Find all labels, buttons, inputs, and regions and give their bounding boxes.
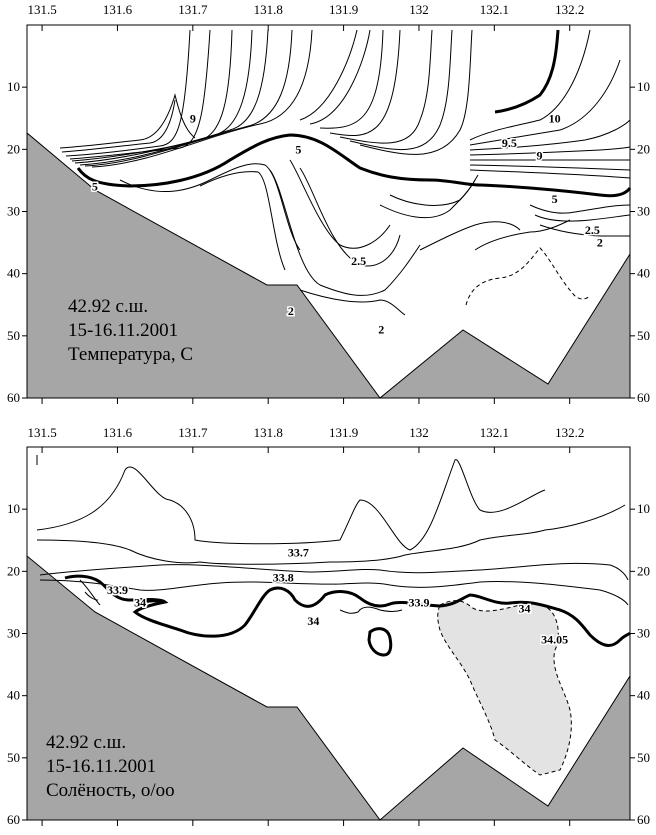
y-tick-left-label: 10 bbox=[7, 501, 20, 516]
isoline-5 bbox=[76, 133, 632, 198]
y-tick-right-label: 60 bbox=[637, 390, 650, 405]
panel-annotation-line: 15-16.11.2001 bbox=[68, 320, 178, 341]
x-tick-label: 131.8 bbox=[254, 2, 283, 17]
contour-label: 34 bbox=[307, 614, 319, 628]
contour-label: 33.7 bbox=[288, 546, 309, 560]
contour-label: 33.9 bbox=[408, 595, 429, 609]
contour-label: 34 bbox=[518, 602, 530, 616]
x-tick-label: 132 bbox=[409, 2, 429, 17]
contour-label: 2 bbox=[597, 236, 603, 250]
x-tick-label: 132.2 bbox=[555, 2, 584, 17]
y-tick-left-label: 60 bbox=[7, 390, 20, 405]
salinity-high-patch bbox=[437, 600, 572, 776]
y-tick-right-label: 40 bbox=[637, 688, 650, 703]
isoline-34-small-loop bbox=[138, 599, 166, 607]
y-tick-right-label: 20 bbox=[637, 563, 650, 578]
x-tick-label: 132 bbox=[409, 425, 429, 440]
x-tick-label: 132.1 bbox=[480, 2, 509, 17]
contour-label: 2.5 bbox=[351, 254, 366, 268]
y-tick-right-label: 10 bbox=[637, 501, 650, 516]
panel-annotation-line: Температура, С bbox=[68, 344, 193, 365]
x-tick-label: 131.7 bbox=[178, 2, 208, 17]
y-tick-left-label: 20 bbox=[7, 141, 20, 156]
contour-label: 2 bbox=[378, 323, 384, 337]
x-tick-label: 131.8 bbox=[254, 425, 283, 440]
contour-label: 9 bbox=[537, 149, 543, 163]
contour-label: 33.8 bbox=[273, 571, 294, 585]
contour-label: 2 bbox=[288, 304, 294, 318]
x-tick-label: 131.5 bbox=[27, 425, 56, 440]
dashed-isoline-temperature bbox=[465, 247, 591, 306]
y-tick-right-label: 20 bbox=[637, 141, 650, 156]
contour-label: 5 bbox=[552, 192, 558, 206]
contour-label: 5 bbox=[92, 180, 98, 194]
x-tick-label: 131.5 bbox=[27, 2, 56, 17]
contour-label: 9 bbox=[190, 111, 196, 125]
y-tick-right-label: 30 bbox=[637, 204, 650, 219]
isoline-34-closed bbox=[367, 627, 393, 657]
y-tick-left-label: 50 bbox=[7, 328, 20, 343]
x-tick-label: 131.9 bbox=[329, 425, 358, 440]
panel-annotation-line: 42.92 с.ш. bbox=[68, 296, 148, 317]
x-tick-label: 132.2 bbox=[555, 425, 584, 440]
isoline-10 bbox=[494, 29, 560, 114]
panel-annotation-line: Солёность, о/оо bbox=[46, 780, 175, 801]
contour-label: 2.5 bbox=[585, 223, 600, 237]
contour-label: 34.05 bbox=[541, 633, 568, 647]
contour-label: 9.5 bbox=[502, 136, 517, 150]
x-tick-label: 132.1 bbox=[480, 425, 509, 440]
y-tick-left-label: 10 bbox=[7, 79, 20, 94]
y-tick-right-label: 50 bbox=[637, 328, 650, 343]
y-tick-right-label: 50 bbox=[637, 750, 650, 765]
temperature-isolines bbox=[59, 29, 631, 316]
x-tick-label: 131.6 bbox=[103, 425, 133, 440]
panel-annotations: 42.92 с.ш. 15-16.11.2001 Температура, С 42.… bbox=[46, 296, 193, 801]
panel-annotation-line: 15-16.11.2001 bbox=[46, 756, 156, 777]
y-tick-left-label: 60 bbox=[7, 812, 20, 827]
temperature-panel bbox=[26, 24, 632, 399]
salinity-panel bbox=[26, 446, 632, 821]
y-tick-left-label: 40 bbox=[7, 688, 20, 703]
x-tick-label: 131.6 bbox=[103, 2, 133, 17]
y-tick-right-label: 40 bbox=[637, 266, 650, 281]
contour-label: 33.9 bbox=[107, 583, 128, 597]
panel-annotation-line: 42.92 с.ш. bbox=[46, 732, 126, 753]
y-tick-left-label: 30 bbox=[7, 626, 20, 641]
y-tick-right-label: 60 bbox=[637, 812, 650, 827]
contour-label: 34 bbox=[134, 595, 146, 609]
y-tick-left-label: 50 bbox=[7, 750, 20, 765]
y-tick-left-label: 40 bbox=[7, 266, 20, 281]
x-tick-label: 131.9 bbox=[329, 2, 358, 17]
axis-ticks: 131.5 131.6 131.7 131.8 131.9 132 132.1 132.2 10… bbox=[7, 2, 650, 827]
y-tick-right-label: 30 bbox=[637, 626, 650, 641]
contour-label: 10 bbox=[549, 111, 561, 125]
contour-label: 5 bbox=[295, 142, 301, 156]
x-tick-label: 131.7 bbox=[178, 425, 208, 440]
y-tick-left-label: 30 bbox=[7, 204, 20, 219]
y-tick-left-label: 20 bbox=[7, 563, 20, 578]
salinity-isolines bbox=[36, 455, 629, 614]
y-tick-right-label: 10 bbox=[637, 79, 650, 94]
